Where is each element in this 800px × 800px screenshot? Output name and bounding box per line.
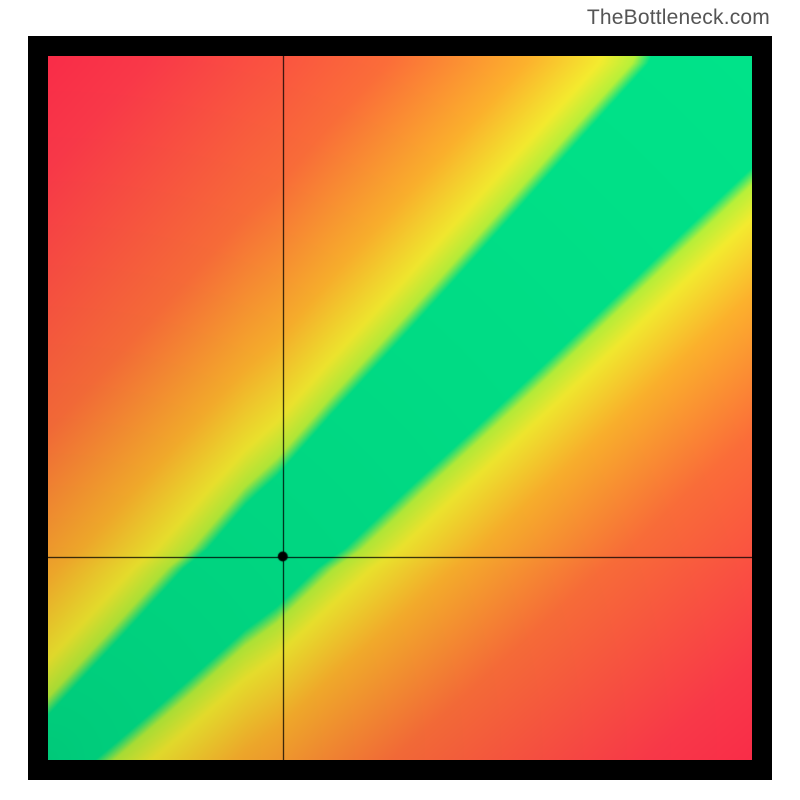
plot-frame	[28, 36, 772, 780]
chart-container: TheBottleneck.com	[0, 0, 800, 800]
overlay-canvas	[48, 56, 752, 760]
attribution-text: TheBottleneck.com	[587, 6, 770, 30]
plot-inner	[48, 56, 752, 760]
